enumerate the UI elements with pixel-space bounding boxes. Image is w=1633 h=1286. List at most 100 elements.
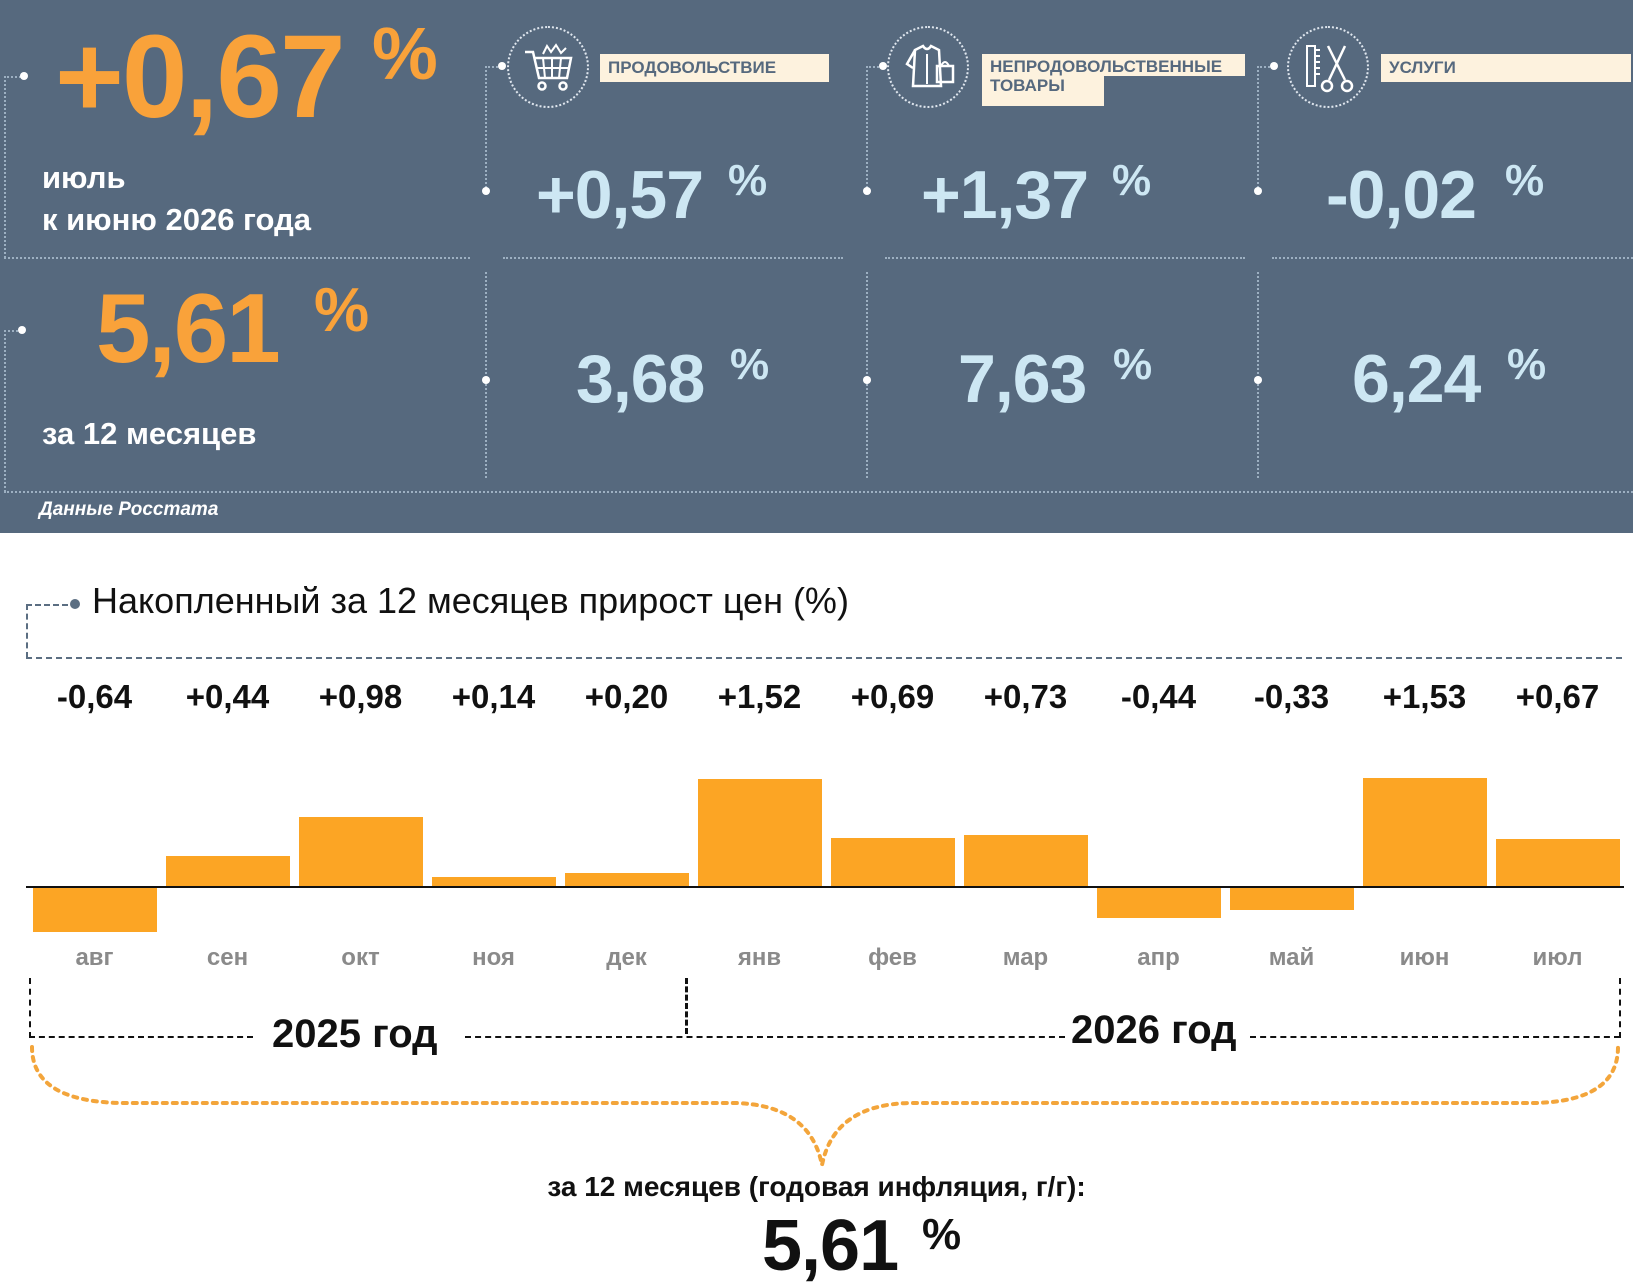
connector-line [866,272,868,478]
shopping-cart-icon [507,26,589,108]
connector-line [4,330,6,492]
clothing-bag-icon [887,26,969,108]
zero-baseline [26,886,1624,888]
year-label-2025: 2025 год [272,1012,438,1056]
value-label-янв: +1,52 [717,678,802,715]
title-underline [26,657,1622,659]
nonfood-annual-value: 7,63 [958,341,1087,417]
connector-dot [1254,187,1262,195]
connector-line [4,76,6,258]
bracket-tick [685,978,688,1034]
category-label-nonfood-line1: НЕПРОДОВОЛЬСТВЕННЫЕ [982,54,1245,76]
nonfood-monthly-unit: % [1112,156,1152,205]
bar-июн [1362,778,1487,887]
month-label-мар: мар [1002,944,1049,971]
bar-фев [830,838,955,887]
connector-dot [20,72,28,80]
nonfood-monthly-value: +1,37 [921,157,1089,233]
monthly-period-line1: июль [42,160,126,195]
summary-unit: % [922,1210,962,1259]
connector-dot [1270,62,1278,70]
bracket-tick [1619,978,1621,1038]
connector-line [1257,66,1259,192]
title-dot [70,599,80,609]
month-label-ноя: ноя [472,944,515,971]
summary-panel: +0,67 % июль к июню 2026 года 5,61 % за … [0,0,1633,533]
bar-июл [1495,839,1620,887]
bar-авг [32,887,157,933]
month-label-май: май [1268,944,1315,971]
comb-scissors-icon [1287,26,1369,108]
connector-dot [498,62,506,70]
connector-line [485,66,501,68]
summary-label: за 12 месяцев (годовая инфляция, г/г): [547,1171,1086,1202]
value-label-апр: -0,44 [1120,678,1197,715]
bar-дек [564,872,689,887]
category-label-nonfood-line2: ТОВАРЫ [982,76,1104,106]
divider-line [1272,257,1633,259]
services-monthly-value: -0,02 [1326,157,1477,233]
divider-line [503,257,843,259]
connector-dot [863,376,871,384]
divider-line [885,257,1245,259]
month-label-июл: июл [1532,944,1583,971]
nonfood-annual-unit: % [1113,340,1153,389]
curly-brace [30,1045,1620,1166]
category-label-food: ПРОДОВОЛЬСТВИЕ [600,54,829,82]
chart-title: Накопленный за 12 месяцев прирост цен (%… [92,580,849,621]
bar-ноя [431,877,556,887]
connector-dot [1254,376,1262,384]
connector-line [866,66,882,68]
value-label-июн: +1,53 [1382,678,1467,715]
services-monthly-unit: % [1505,156,1545,205]
value-label-окт: +0,98 [318,678,403,715]
value-label-сен: +0,44 [185,678,270,715]
month-label-авг: авг [75,944,114,971]
month-label-июн: июн [1399,944,1450,971]
connector-dot [879,62,887,70]
services-annual-value: 6,24 [1352,341,1481,417]
source-note: Данные Росстата [39,499,219,520]
bar-мар [963,835,1088,887]
month-label-янв: янв [737,944,782,971]
connector-line [4,76,24,78]
annual-label: за 12 месяцев [42,416,257,451]
annual-value: 5,61 [96,273,281,383]
annual-unit: % [314,276,370,345]
title-connector [26,604,68,606]
bar-сен [165,855,290,887]
month-label-фев: фев [868,944,917,971]
value-label-ноя: +0,14 [451,678,536,715]
value-label-май: -0,33 [1253,678,1330,715]
bracket-line [1250,1036,1620,1038]
connector-dot [482,187,490,195]
bracket-line [465,1036,1065,1038]
bar-апр [1096,887,1221,919]
divider-line [4,491,1633,493]
monthly-change-unit: % [372,12,438,95]
year-label-2026: 2026 год [1071,1008,1237,1052]
category-label-services: УСЛУГИ [1381,54,1631,82]
bracket-tick [29,978,31,1038]
connector-line [866,66,868,192]
value-label-июл: +0,67 [1515,678,1600,715]
title-connector [26,604,28,658]
food-annual-value: 3,68 [576,341,705,417]
services-annual-unit: % [1507,340,1547,389]
connector-line [4,330,22,332]
food-monthly-value: +0,57 [536,157,704,233]
month-label-дек: дек [606,944,647,971]
bar-окт [298,817,423,887]
food-monthly-unit: % [728,156,768,205]
bar-май [1229,887,1354,911]
connector-line [1257,272,1259,478]
value-label-мар: +0,73 [983,678,1068,715]
value-label-дек: +0,20 [584,678,669,715]
connector-dot [18,326,26,334]
month-label-сен: сен [206,944,249,971]
connector-dot [863,187,871,195]
bar-янв [697,779,822,887]
divider-line [4,257,470,259]
connector-dot [482,376,490,384]
connector-line [485,66,487,192]
